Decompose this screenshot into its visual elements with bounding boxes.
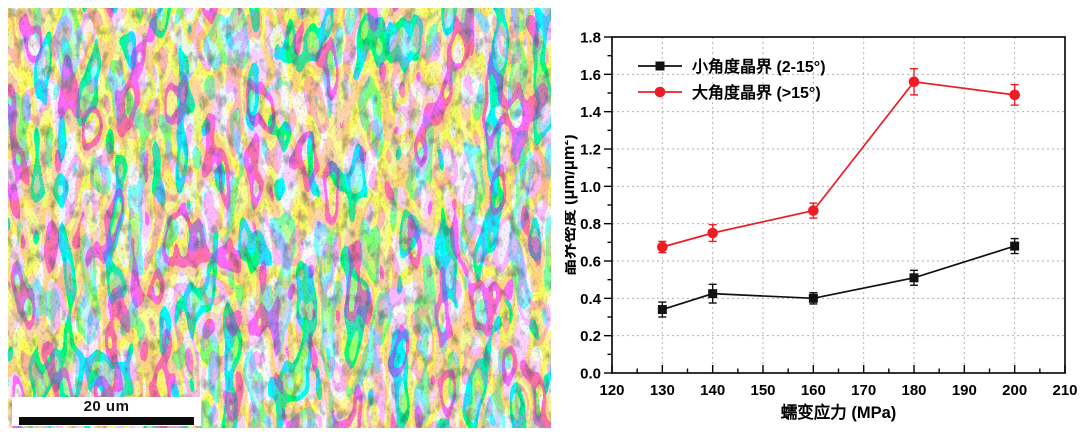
data-point-circle — [808, 205, 819, 216]
scale-bar-label: 20 um — [83, 398, 130, 415]
ebsd-micrograph-panel: 20 um — [8, 8, 551, 428]
data-point-circle — [1009, 89, 1020, 101]
data-point-square — [1010, 241, 1020, 251]
x-tick-label: 170 — [851, 382, 876, 399]
plot-frame — [611, 36, 1066, 374]
y-tick-label: 1.0 — [580, 179, 601, 196]
chart-panel: 120 130 140 150 160 170 180 190 200 210 0.0 0.2 0.4 0… — [565, 0, 1084, 443]
x-tick-label: 210 — [1052, 382, 1077, 399]
legend-label: 大角度晶界 (>15°) — [692, 83, 821, 102]
y-tick-label: 0.0 — [580, 366, 601, 383]
boundary-density-chart: 120 130 140 150 160 170 180 190 200 210 0.0 0.2 0.4 0… — [565, 30, 1078, 423]
y-tick-label: 1.8 — [580, 30, 601, 47]
data-point-square — [808, 293, 818, 303]
x-tick-label: 190 — [952, 382, 977, 399]
x-tick-label: 200 — [1002, 382, 1027, 399]
data-point-square — [655, 61, 665, 71]
series-line — [662, 80, 1015, 248]
data-point-circle — [908, 76, 920, 88]
data-point-square — [909, 273, 919, 283]
y-tick-label: 1.4 — [580, 104, 602, 121]
x-tick-label: 140 — [700, 382, 725, 399]
x-tick-label: 130 — [650, 382, 675, 399]
y-tick-label: 0.2 — [580, 328, 601, 345]
data-point-circle — [654, 86, 666, 98]
y-axis-title: 晶界密度 (μm/μm²) — [565, 134, 578, 275]
data-point-circle — [657, 241, 668, 253]
x-tick-label: 180 — [901, 382, 926, 399]
y-tick-label: 1.6 — [580, 67, 601, 84]
speckle-layer — [8, 8, 551, 428]
scale-bar: 20 um — [12, 397, 201, 426]
x-tick-label: 150 — [750, 382, 775, 399]
ebsd-micrograph — [8, 8, 551, 428]
y-tick-label: 1.2 — [580, 142, 601, 159]
x-axis-title: 蠕变应力 (MPa) — [781, 402, 897, 422]
data-point-square — [708, 289, 718, 299]
y-tick-label: 0.8 — [580, 216, 601, 233]
legend-label: 小角度晶界 (2-15°) — [692, 57, 826, 76]
x-tick-label: 120 — [599, 382, 624, 399]
x-tick-label: 160 — [801, 382, 826, 399]
scale-bar-line — [19, 417, 194, 425]
series-line — [662, 245, 1015, 311]
data-point-circle — [707, 227, 718, 239]
y-tick-label: 0.6 — [580, 254, 601, 271]
data-point-square — [657, 305, 667, 315]
y-tick-label: 0.4 — [580, 291, 602, 308]
